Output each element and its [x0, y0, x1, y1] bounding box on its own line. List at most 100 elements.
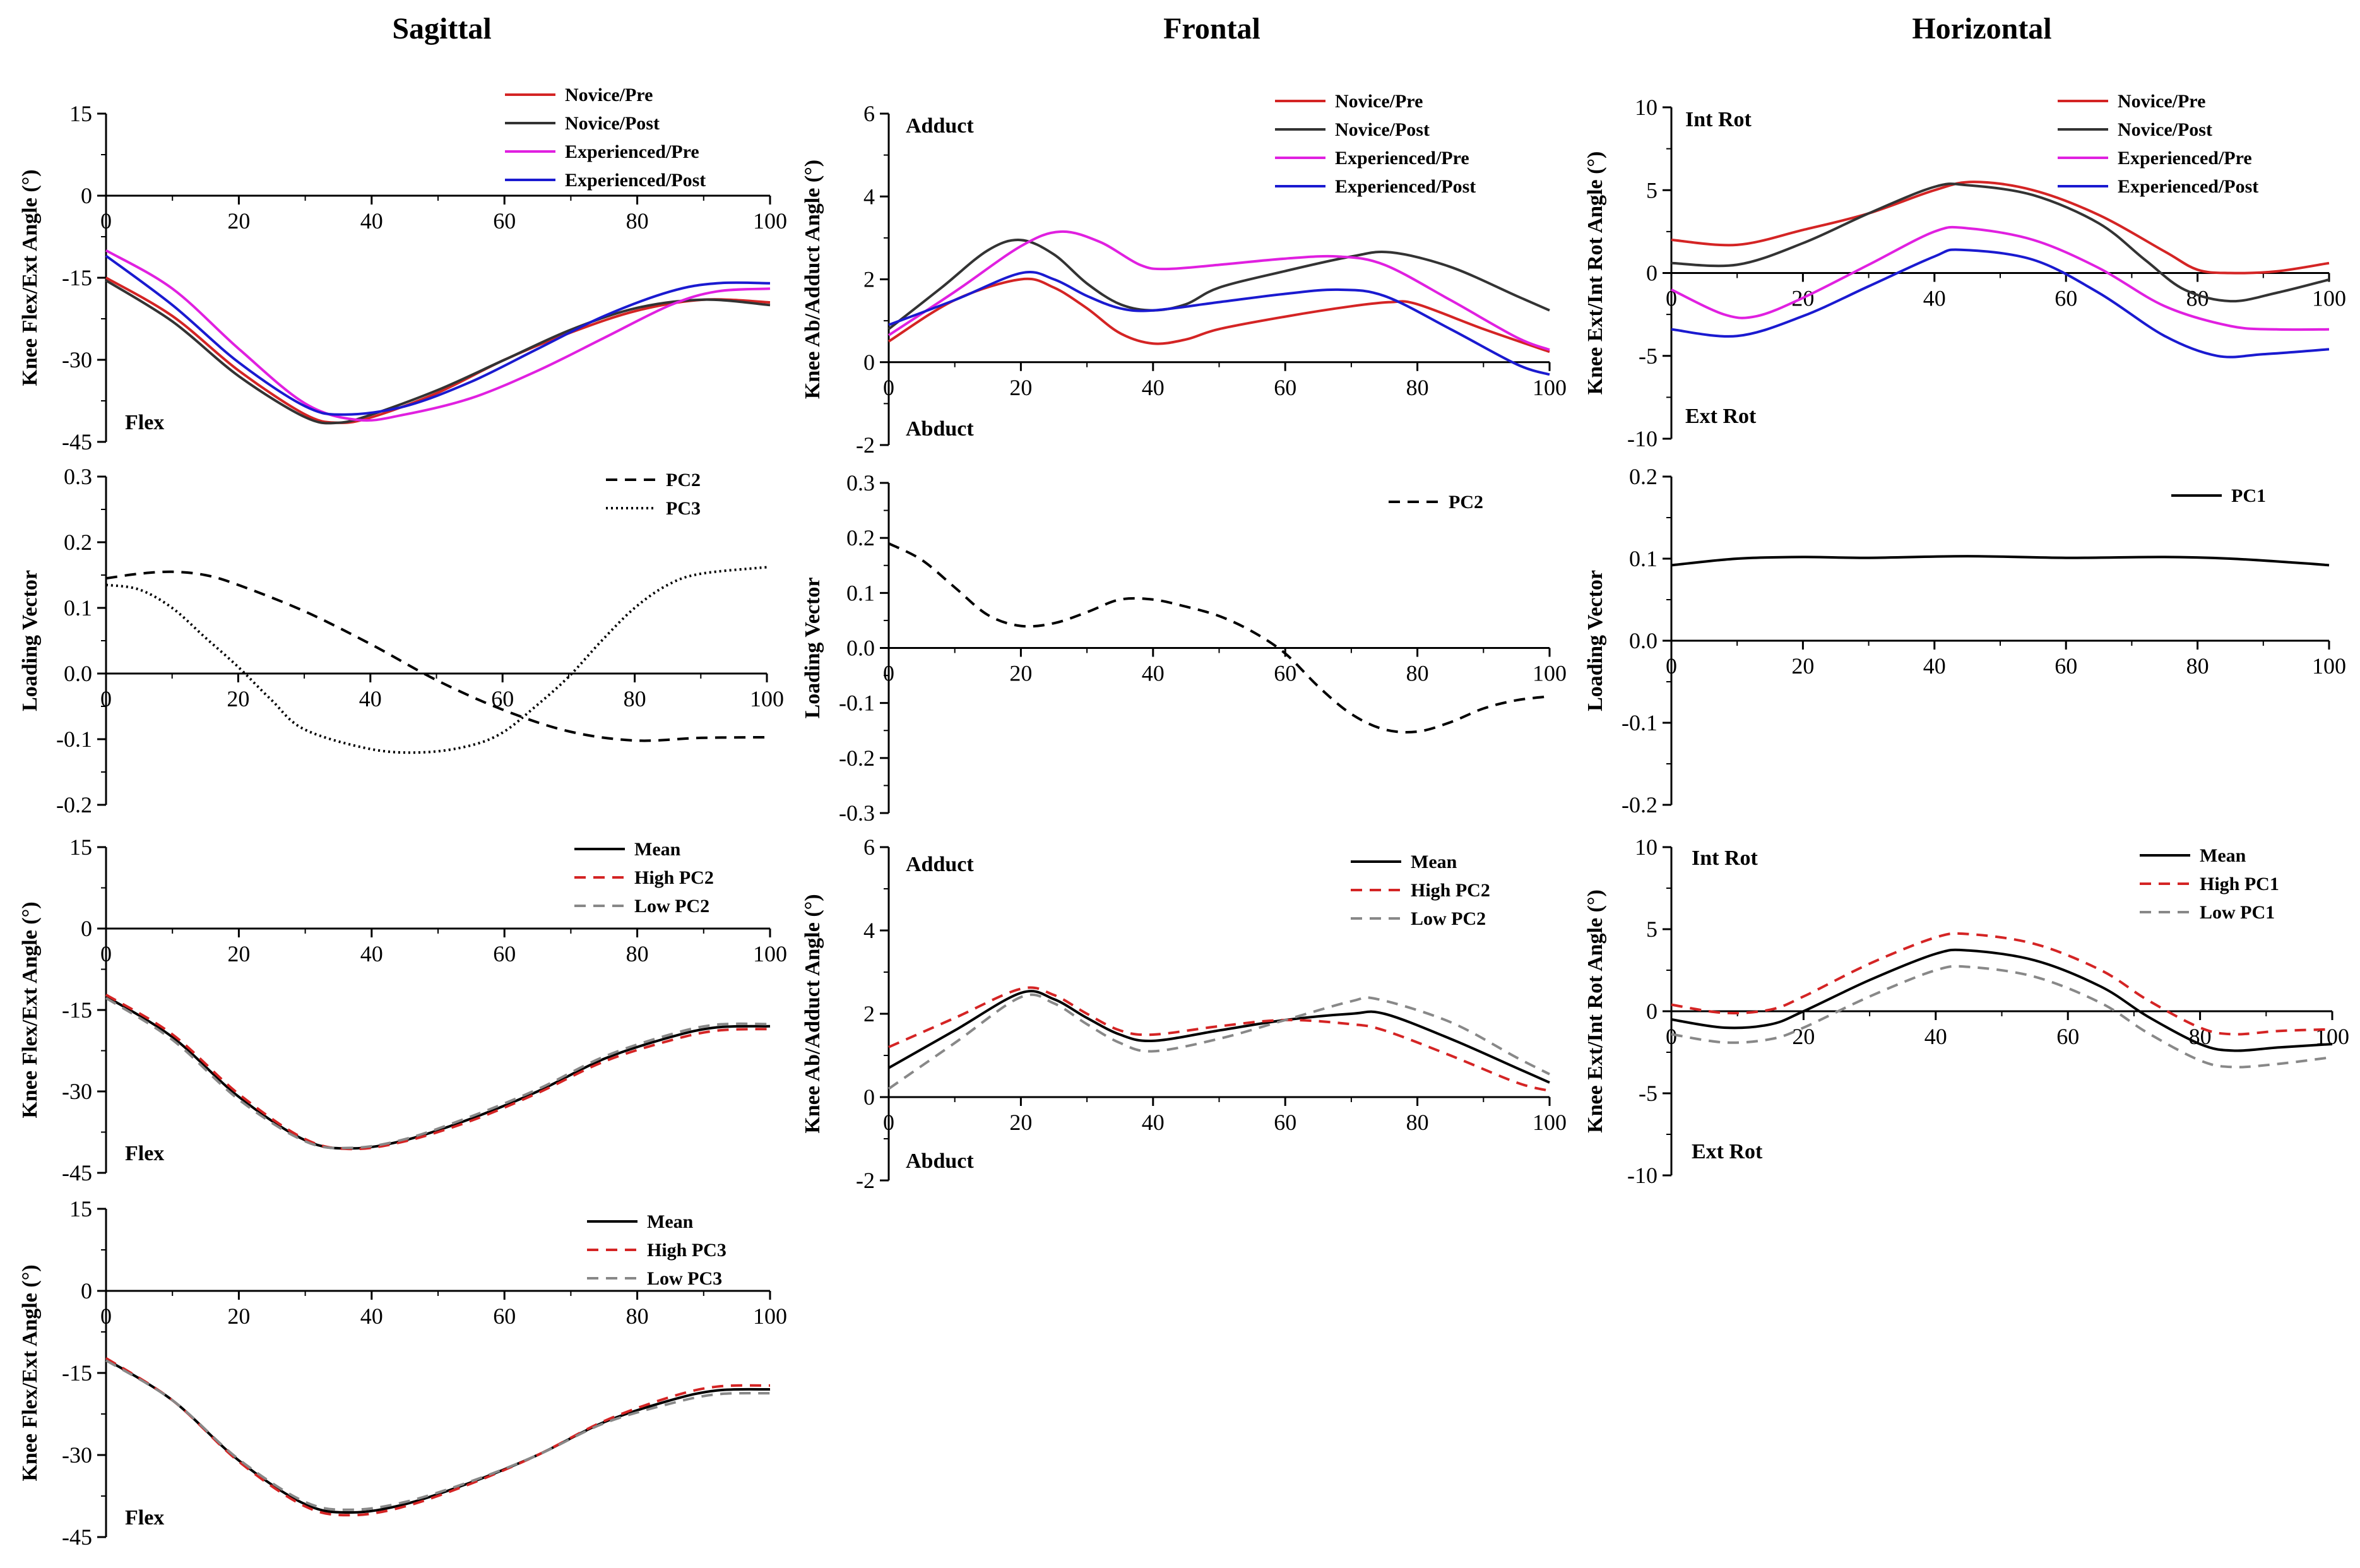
chart-hor-groups-series-experienced-pre — [1671, 225, 2330, 331]
chart-fro-groups-ytick-label: 2 — [863, 267, 875, 292]
chart-hor-pc1-recon-ytick-label: 10 — [1635, 834, 1657, 860]
chart-sag-groups-legend-label: Novice/Post — [565, 113, 660, 134]
chart-hor-pc1-recon-ytick-label: -10 — [1627, 1163, 1657, 1188]
chart-sag-pc3-recon: -45 -30 -15 0 15 0 20 40 60 80 100 Knee Flex/Ext An… — [18, 1196, 787, 1550]
chart-sag-pc-xtick-label: 80 — [624, 686, 646, 711]
chart-hor-pc-ytick-label: 0.0 — [1629, 628, 1657, 653]
chart-hor-groups-annotation-bottom: Ext Rot — [1685, 405, 1757, 428]
chart-fro-pc2-recon-xtick-label: 60 — [1274, 1110, 1296, 1135]
chart-sag-pc3-recon-xtick-label: 80 — [626, 1304, 649, 1329]
chart-fro-groups-xtick-label: 60 — [1274, 375, 1296, 400]
chart-hor-pc1-recon-xtick-label: 40 — [1924, 1024, 1947, 1049]
chart-fro-pc: -0.3 -0.2 -0.1 0.0 0.1 0.2 0.3 0 20 40 60 80 100 Load… — [801, 470, 1567, 826]
chart-sag-pc2-recon: -45 -30 -15 0 15 0 20 40 60 80 100 Knee Flex/Ext An… — [18, 834, 787, 1185]
chart-sag-pc2-recon-ylabel: Knee Flex/Ext Angle (°) — [18, 901, 42, 1118]
chart-sag-pc3-recon-series-mean — [105, 1358, 771, 1514]
column-title-sagittal: Sagittal — [392, 12, 492, 45]
chart-sag-pc2-recon-xtick-label: 40 — [360, 941, 383, 966]
chart-fro-groups-series-novice-post — [887, 239, 1550, 330]
chart-fro-pc-legend-label: PC2 — [1449, 492, 1483, 513]
chart-fro-pc-series-pc2 — [888, 542, 1550, 734]
chart-hor-pc1-recon-legend-label: Mean — [2200, 845, 2246, 866]
chart-hor-groups-ytick-label: -10 — [1627, 426, 1657, 451]
chart-fro-pc2-recon-ylabel: Knee Ab/Adduct Angle (°) — [801, 894, 824, 1133]
chart-sag-pc2-recon-series-high-pc2 — [105, 994, 771, 1151]
chart-hor-groups-ytick-label: 5 — [1646, 177, 1657, 203]
chart-hor-pc1-recon-annotation-top: Int Rot — [1692, 846, 1758, 870]
chart-sag-pc3-recon-xtick-label: 40 — [360, 1304, 383, 1329]
chart-fro-groups-annotation-bottom: Abduct — [906, 417, 974, 441]
chart-sag-pc2-recon-legend-label: Mean — [634, 839, 681, 860]
chart-fro-groups-legend-label: Novice/Pre — [1335, 91, 1423, 112]
chart-sag-groups-xtick-label: 40 — [360, 208, 383, 234]
chart-hor-pc-ytick-label: 0.2 — [1629, 464, 1657, 489]
chart-fro-pc-ytick-label: 0.1 — [846, 580, 875, 605]
chart-fro-groups-legend-label: Novice/Post — [1335, 119, 1430, 140]
chart-hor-pc-xtick-label: 60 — [2055, 653, 2077, 679]
chart-fro-pc2-recon-legend-label: Low PC2 — [1411, 908, 1486, 929]
chart-hor-pc-xtick-label: 0 — [1666, 653, 1677, 679]
chart-fro-pc2-recon-series-low-pc2 — [887, 993, 1550, 1090]
chart-sag-pc2-recon-legend-label: High PC2 — [634, 867, 714, 888]
chart-sag-pc: -0.2-0.10.00.10.20.30 20 40 60 80 100Loading … — [18, 464, 784, 817]
chart-sag-pc3-recon-ytick-label: 15 — [69, 1196, 92, 1221]
chart-sag-pc2-recon-xtick-label: 20 — [227, 941, 250, 966]
chart-hor-pc-xtick-label: 20 — [1791, 653, 1814, 679]
chart-fro-groups-xtick-label: 20 — [1009, 375, 1032, 400]
chart-sag-pc-series-pc2 — [105, 570, 768, 742]
chart-sag-pc3-recon-ytick-label: -30 — [62, 1442, 92, 1468]
chart-fro-groups-xtick-label: 100 — [1533, 375, 1567, 400]
chart-fro-pc-ytick-label: 0.3 — [846, 470, 875, 496]
chart-sag-groups-xtick-label: 80 — [626, 208, 649, 234]
chart-hor-pc1-recon-ytick-label: 0 — [1646, 999, 1657, 1024]
chart-hor-pc-ytick-label: -0.2 — [1622, 792, 1657, 817]
chart-sag-pc2-recon-series-low-pc2 — [105, 997, 771, 1149]
chart-hor-pc-xtick-label: 100 — [2312, 653, 2346, 679]
chart-hor-groups-series-novice-pre — [1671, 181, 2330, 275]
chart-fro-pc2-recon-annotation-top: Adduct — [906, 853, 974, 876]
chart-fro-pc2-recon-ytick-label: 2 — [863, 1001, 875, 1026]
chart-hor-pc1-recon-series-high-pc1 — [1671, 932, 2333, 1036]
chart-fro-pc-ytick-label: -0.2 — [839, 745, 875, 771]
chart-fro-groups-xtick-label: 80 — [1406, 375, 1429, 400]
chart-sag-pc3-recon-xtick-label: 0 — [100, 1304, 112, 1329]
chart-fro-pc-ytick-label: -0.1 — [839, 691, 875, 716]
chart-fro-groups-series-novice-pre — [887, 277, 1550, 353]
chart-fro-pc2-recon-xtick-label: 100 — [1533, 1110, 1567, 1135]
chart-sag-pc-ytick-label: -0.1 — [56, 727, 92, 752]
chart-fro-pc-xtick-label: 100 — [1533, 661, 1567, 686]
chart-sag-pc2-recon-xtick-label: 60 — [493, 941, 516, 966]
chart-hor-groups-legend-label: Experienced/Pre — [2118, 148, 2252, 169]
chart-hor-groups-xtick-label: 100 — [2312, 286, 2346, 311]
chart-sag-groups-ylabel: Knee Flex/Ext Angle (°) — [18, 169, 42, 386]
chart-fro-groups-annotation-top: Adduct — [906, 114, 974, 138]
chart-fro-pc-xtick-label: 20 — [1009, 661, 1032, 686]
chart-sag-groups-series-experienced-pre — [105, 249, 771, 422]
chart-fro-groups-ytick-label: 6 — [863, 101, 875, 126]
chart-hor-groups-ytick-label: 0 — [1646, 261, 1657, 286]
chart-fro-pc2-recon-ytick-label: -2 — [856, 1168, 875, 1193]
chart-sag-groups-xtick-label: 60 — [493, 208, 516, 234]
chart-hor-groups-ytick-label: -5 — [1639, 343, 1657, 369]
column-title-frontal: Frontal — [1163, 12, 1260, 45]
chart-sag-groups-ytick-label: -30 — [62, 347, 92, 372]
chart-sag-pc3-recon-annotation-bottom: Flex — [125, 1506, 164, 1529]
chart-sag-pc3-recon-xtick-label: 100 — [753, 1304, 787, 1329]
chart-fro-pc2-recon-annotation-bottom: Abduct — [906, 1149, 974, 1173]
chart-sag-groups-ytick-label: 0 — [81, 183, 92, 208]
chart-fro-pc2-recon-legend-label: Mean — [1411, 852, 1457, 872]
chart-fro-groups-ytick-label: -2 — [856, 432, 875, 458]
chart-sag-pc3-recon-legend-label: High PC3 — [647, 1240, 726, 1261]
chart-hor-pc1-recon-annotation-bottom: Ext Rot — [1692, 1140, 1763, 1163]
chart-hor-groups-xtick-label: 60 — [2055, 286, 2077, 311]
chart-sag-groups-ytick-label: -45 — [62, 429, 92, 454]
chart-hor-groups-ylabel: Knee Ext/Int Rot Angle (°) — [1584, 151, 1607, 395]
chart-sag-groups-xtick-label: 0 — [100, 208, 112, 234]
chart-fro-groups-xtick-label: 40 — [1142, 375, 1165, 400]
chart-fro-pc2-recon-ytick-label: 6 — [863, 834, 875, 860]
chart-hor-groups-series-experienced-post — [1671, 248, 2330, 359]
chart-hor-pc-xtick-label: 80 — [2186, 653, 2209, 679]
